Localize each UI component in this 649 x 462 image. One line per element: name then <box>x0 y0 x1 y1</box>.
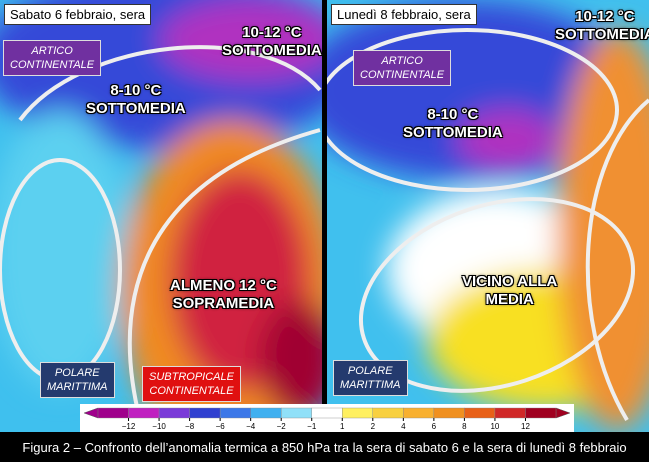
label-line: SOTTOMEDIA <box>555 26 649 43</box>
label-line: MARITTIMA <box>340 379 401 391</box>
colorbar-segment <box>311 407 343 419</box>
caption: Figura 2 – Confronto dell’anomalia termi… <box>0 434 649 462</box>
airmass-label: POLARE MARITTIMA <box>40 362 115 398</box>
airmass-label: SUBTROPICALE CONTINENTALE <box>142 366 241 402</box>
colorbar-end <box>555 407 571 419</box>
panel-date: Lunedì 8 febbraio, sera <box>331 4 477 25</box>
colorbar-segment <box>189 407 221 419</box>
colorbar-tick-label: −2 <box>277 422 287 431</box>
airmass-label: POLARE MARITTIMA <box>333 360 408 396</box>
colorbar-segment <box>403 407 435 419</box>
colorbar-tick-label: −1 <box>307 422 317 431</box>
colorbar-tick-label: −10 <box>152 422 166 431</box>
colorbar-tick-label: 2 <box>371 422 376 431</box>
anomaly-label: 10-12 °C SOTTOMEDIA <box>222 24 322 60</box>
colorbar-tick-label: 4 <box>401 422 406 431</box>
label-line: ARTICO <box>31 45 73 57</box>
anomaly-label: ALMENO 12 °C SOPRAMEDIA <box>170 277 277 313</box>
colorbar-tick-label: −4 <box>246 422 256 431</box>
label-line: CONTINENTALE <box>149 385 234 397</box>
label-line: VICINO ALLA <box>462 273 558 290</box>
label-line: 10-12 °C <box>575 8 635 25</box>
anomaly-label: 8-10 °C SOTTOMEDIA <box>403 106 503 142</box>
colorbar-end <box>83 407 99 419</box>
colorbar-segment <box>280 407 312 419</box>
label-line: 10-12 °C <box>242 24 302 41</box>
colorbar-tick-label: −6 <box>216 422 226 431</box>
map-panel: Sabato 6 febbraio, sera ARTICO CONTINENTAL… <box>0 0 322 432</box>
label-line: CONTINENTALE <box>10 59 95 71</box>
colorbar-segment <box>250 407 282 419</box>
colorbar-segment <box>158 407 190 419</box>
colorbar-tick-label: −8 <box>185 422 195 431</box>
colorbar-tick-label: 10 <box>490 422 499 431</box>
airmass-label: ARTICO CONTINENTALE <box>3 40 102 76</box>
label-line: SOTTOMEDIA <box>222 42 322 59</box>
colorbar-segment <box>433 407 465 419</box>
anomaly-label: 8-10 °C SOTTOMEDIA <box>86 82 186 118</box>
colorbar-tick-label: −12 <box>122 422 136 431</box>
colorbar-segment <box>525 407 557 419</box>
colorbar-segment <box>219 407 251 419</box>
airmass-label: ARTICO CONTINENTALE <box>353 50 452 86</box>
label-line: MARITTIMA <box>47 381 108 393</box>
label-line: SOTTOMEDIA <box>403 124 503 141</box>
map-panel: Lunedì 8 febbraio, sera ARTICO CONTINENTAL… <box>327 0 649 432</box>
colorbar-tick-label: 8 <box>462 422 467 431</box>
anomaly-label: 10-12 °C SOTTOMEDIA <box>555 8 649 44</box>
colorbar-segment <box>372 407 404 419</box>
label-line: POLARE <box>347 365 393 377</box>
label-line: SOPRAMEDIA <box>172 295 275 312</box>
label-line: POLARE <box>54 367 100 379</box>
map-background <box>0 0 322 432</box>
label-line: SOTTOMEDIA <box>86 100 186 117</box>
panel-date: Sabato 6 febbraio, sera <box>4 4 152 25</box>
label-line: 8-10 °C <box>110 82 162 99</box>
label-line: ALMENO 12 °C <box>170 277 277 294</box>
label-line: MEDIA <box>485 291 534 308</box>
colorbar-segment <box>342 407 373 419</box>
anomaly-label: VICINO ALLA MEDIA <box>462 273 557 309</box>
colorbar-tick-label: 12 <box>521 422 530 431</box>
colorbar-segment <box>128 407 160 419</box>
label-line: SUBTROPICALE <box>149 371 234 383</box>
label-line: CONTINENTALE <box>360 69 445 81</box>
colorbar-segment <box>494 407 526 419</box>
colorbar: −12 −10 −8 −6 −4 −2 −1 1 2 4 6 8 10 12 <box>80 404 574 432</box>
colorbar-segment <box>97 407 129 419</box>
label-line: 8-10 °C <box>427 106 479 123</box>
colorbar-tick-label: 1 <box>340 422 345 431</box>
label-line: ARTICO <box>381 55 423 67</box>
colorbar-segment <box>464 407 496 419</box>
colorbar-tick-label: 6 <box>432 422 437 431</box>
